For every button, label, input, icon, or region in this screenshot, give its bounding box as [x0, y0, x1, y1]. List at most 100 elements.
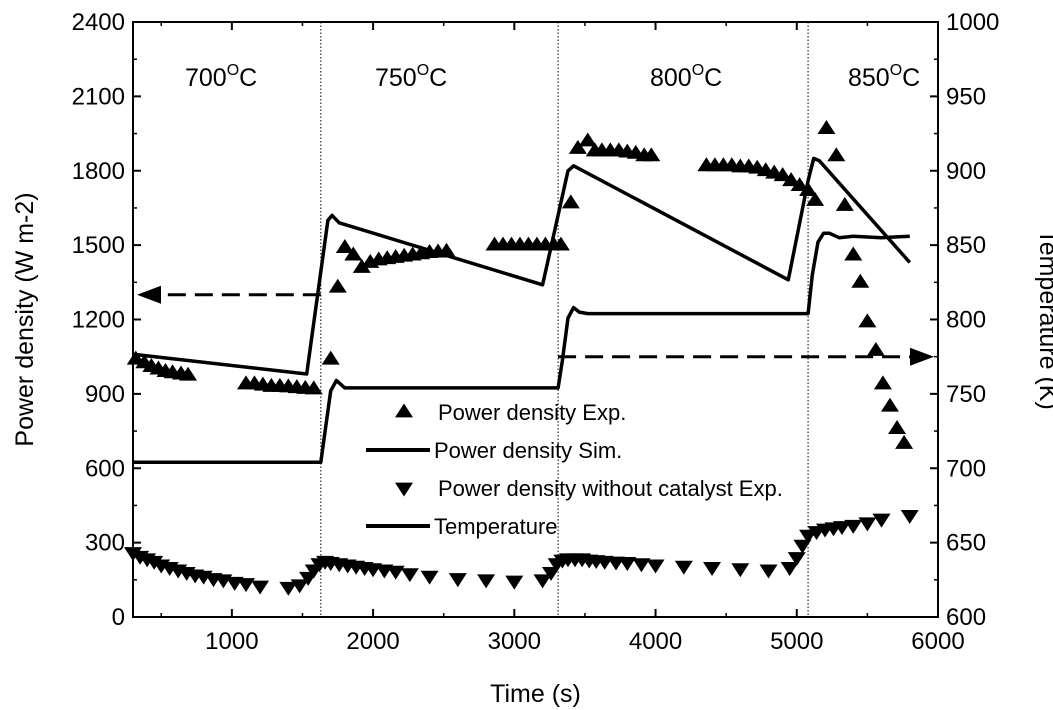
x-axis: 1000 2000 3000 4000 5000 6000 [160, 22, 965, 655]
legend-label-power-exp: Power density Exp. [438, 400, 626, 425]
region-label-750: 750OC [375, 62, 447, 92]
y-left-tick-label: 1800 [72, 158, 125, 185]
y-left-tick-label: 1200 [72, 307, 125, 334]
data-point-power-no-catalyst [646, 559, 665, 574]
data-point-power-exp [179, 366, 198, 381]
arrow-head [910, 347, 934, 366]
data-point-power-exp [806, 191, 825, 206]
x-tick-label: 3000 [488, 628, 541, 655]
data-point-power-no-catalyst [279, 581, 298, 596]
data-point-power-no-catalyst [386, 565, 405, 580]
arrow-head [137, 285, 161, 304]
data-point-power-exp [866, 341, 885, 356]
x-tick-label: 4000 [629, 628, 682, 655]
y-right-tick-label: 850 [946, 232, 986, 259]
y-right-tick-label: 750 [946, 381, 986, 408]
data-point-power-exp [328, 278, 347, 293]
y-left-tick-label: 600 [85, 455, 125, 482]
data-point-power-exp [352, 258, 371, 273]
data-point-power-exp [835, 196, 854, 211]
data-point-power-no-catalyst [858, 517, 877, 532]
data-point-power-no-catalyst [900, 509, 919, 524]
data-point-power-exp [561, 194, 580, 209]
data-point-power-no-catalyst [505, 575, 524, 590]
y-right-tick-label: 800 [946, 307, 986, 334]
data-point-power-no-catalyst [533, 574, 552, 589]
data-point-power-exp [568, 139, 587, 154]
legend-label-power-no-catalyst: Power density without catalyst Exp. [438, 476, 783, 501]
data-point-power-exp [578, 132, 597, 147]
data-point-power-exp [304, 380, 323, 395]
legend-label-power-sim: Power density Sim. [434, 438, 622, 463]
y-right-tick-label: 1000 [946, 9, 999, 36]
data-point-power-no-catalyst [400, 568, 419, 583]
data-point-power-no-catalyst [759, 564, 778, 579]
y-right-tick-label: 950 [946, 83, 986, 110]
plot-area [124, 22, 934, 617]
data-point-power-exp [873, 375, 892, 390]
series-line-temperature [133, 231, 910, 465]
y-left-tick-label: 1500 [72, 232, 125, 259]
y-left-tick-label: 900 [85, 381, 125, 408]
x-tick-label: 1000 [205, 628, 258, 655]
x-tick-label: 5000 [770, 628, 823, 655]
data-point-power-exp [335, 239, 354, 254]
region-label-850: 850OC [848, 62, 920, 92]
data-point-power-no-catalyst [290, 579, 309, 594]
data-point-power-no-catalyst [703, 562, 722, 576]
x-axis-title: Time (s) [490, 680, 581, 708]
temperature-region-labels: 700OC 750OC 800OC 850OC [185, 62, 920, 92]
data-point-power-no-catalyst [145, 555, 164, 570]
data-point-power-no-catalyst [872, 513, 891, 528]
left-y-axis: 0 300 600 900 1200 1500 1800 2100 2400 [72, 9, 141, 631]
data-point-power-no-catalyst [844, 519, 863, 534]
region-label-800: 800OC [650, 62, 722, 92]
y-right-tick-label: 900 [946, 158, 986, 185]
data-point-power-exp [790, 177, 809, 192]
data-point-power-no-catalyst [832, 521, 851, 536]
data-point-power-exp [888, 420, 907, 434]
right-y-axis: 600 650 700 750 800 850 900 950 1000 [930, 9, 999, 631]
data-point-power-exp [321, 350, 340, 365]
data-point-power-exp [851, 273, 870, 288]
y-left-tick-label: 0 [112, 604, 125, 631]
legend: Power density Exp. Power density Sim. Po… [366, 400, 783, 539]
y-right-tick-label: 700 [946, 455, 986, 482]
data-point-power-exp [858, 313, 877, 328]
x-tick-label: 6000 [911, 628, 964, 655]
x-tick-label: 2000 [346, 628, 399, 655]
data-point-power-exp [827, 147, 846, 162]
legend-label-temperature: Temperature [434, 514, 558, 539]
data-point-power-exp [551, 236, 570, 251]
legend-symbol-power-exp [395, 403, 413, 418]
region-label-700: 700OC [185, 62, 257, 92]
data-point-power-no-catalyst [787, 552, 806, 567]
data-point-power-no-catalyst [731, 563, 750, 578]
data-point-power-no-catalyst [448, 573, 467, 588]
data-point-power-no-catalyst [251, 580, 270, 595]
data-point-power-exp [895, 434, 914, 449]
legend-symbol-power-no-catalyst [395, 482, 413, 497]
data-point-power-no-catalyst [632, 558, 651, 573]
data-point-power-exp [773, 167, 792, 182]
y-left-tick-label: 2400 [72, 9, 125, 36]
y-right-tick-label: 650 [946, 530, 986, 557]
data-point-power-exp [880, 397, 899, 412]
data-point-power-no-catalyst [236, 578, 255, 593]
right-y-axis-title: Temperature (K) [1034, 229, 1053, 410]
y-left-tick-label: 2100 [72, 83, 125, 110]
data-point-power-no-catalyst [674, 560, 693, 575]
data-point-power-no-catalyst [780, 562, 799, 576]
data-point-power-no-catalyst [618, 557, 637, 572]
series-line-power-sim [132, 156, 912, 376]
y-left-tick-label: 300 [85, 530, 125, 557]
data-point-power-exp [642, 147, 661, 162]
data-point-power-no-catalyst [793, 539, 812, 554]
y-right-tick-label: 600 [946, 604, 986, 631]
data-point-power-exp [844, 246, 863, 261]
data-point-power-no-catalyst [420, 570, 439, 585]
left-y-axis-title: Power density (W m-2) [11, 192, 39, 446]
data-point-power-exp [344, 246, 363, 261]
data-point-power-exp [817, 120, 836, 135]
